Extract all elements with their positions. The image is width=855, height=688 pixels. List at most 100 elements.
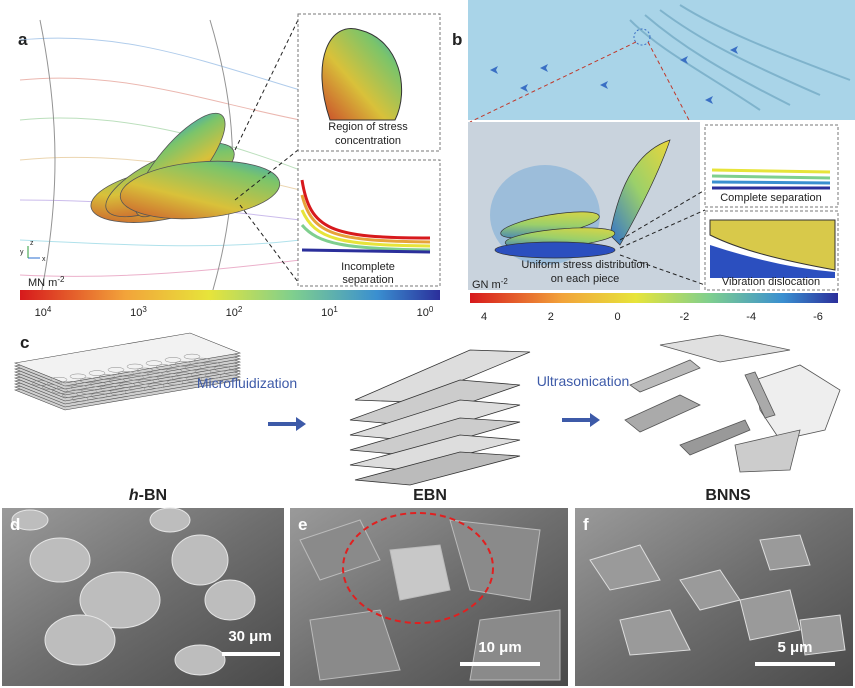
hexagon xyxy=(147,383,165,389)
simulation-image xyxy=(468,0,855,120)
tick-base: 10 xyxy=(35,307,47,319)
colorbar-tick-label: 102 xyxy=(226,305,243,319)
tick-exponent: 3 xyxy=(142,305,147,314)
hexagon xyxy=(128,386,146,392)
colorbar-tick-label: 4 xyxy=(481,311,487,323)
hexagon xyxy=(183,353,201,360)
hexagon xyxy=(146,371,164,378)
colorbar-tick-label: 101 xyxy=(321,305,338,319)
callout: Vibration dislocation xyxy=(722,276,820,288)
hexagon xyxy=(31,380,49,386)
axis-label: y xyxy=(20,249,24,256)
hexagon xyxy=(50,376,68,383)
hexagon xyxy=(99,385,117,392)
callout: Uniform stress distribution xyxy=(521,259,648,271)
tick-exponent: 1 xyxy=(333,305,338,314)
flakes xyxy=(589,534,846,656)
panel-label: e xyxy=(298,515,307,534)
inset-layers xyxy=(709,219,836,271)
particles xyxy=(299,519,561,681)
inset-layers xyxy=(711,168,831,190)
panel-label: f xyxy=(583,515,589,534)
hexagon xyxy=(156,375,174,382)
hbn-stack xyxy=(13,332,242,411)
panel-label: c xyxy=(20,333,29,352)
hexagon xyxy=(98,374,116,380)
unit-sup: -2 xyxy=(57,275,65,284)
colorbar-tick-label: 103 xyxy=(130,305,147,319)
colorbar-tick-label: -4 xyxy=(746,311,756,323)
callout-arrows xyxy=(619,189,706,286)
material-label: BNNS xyxy=(705,487,751,504)
bnns-flakes xyxy=(624,334,841,473)
unit: GN m xyxy=(472,279,501,291)
material-italic: h xyxy=(129,487,139,504)
unit: MN m xyxy=(28,277,57,289)
hexagon xyxy=(203,361,221,368)
process-arrows xyxy=(268,413,600,431)
hexagon xyxy=(223,369,241,376)
unit-sup: -2 xyxy=(501,277,509,286)
callout: Incomplete xyxy=(341,261,395,273)
hexagon xyxy=(185,376,203,382)
panel-label: b xyxy=(452,30,462,49)
tick-base: 10 xyxy=(226,307,238,319)
colorbar-tick-label: 104 xyxy=(35,305,52,319)
process-label: Ultrasonication xyxy=(537,373,630,389)
scale-bar xyxy=(755,662,835,666)
hexagon xyxy=(166,379,184,386)
axis-label: z xyxy=(30,240,34,247)
scale-bar-label: 10 μm xyxy=(478,639,521,656)
hexagon xyxy=(174,361,192,367)
tick-base: 10 xyxy=(417,307,429,319)
callout: separation xyxy=(342,274,393,286)
layer xyxy=(13,332,242,384)
hexagon xyxy=(51,388,69,394)
hexagon xyxy=(184,365,202,371)
focus-circle xyxy=(633,28,651,46)
inset-layers xyxy=(300,179,431,254)
ebn-stack xyxy=(349,349,531,486)
tick-exponent: 4 xyxy=(47,305,52,314)
axis-label: x xyxy=(42,256,46,263)
hexagon xyxy=(175,372,193,378)
scale-bar xyxy=(222,652,280,656)
colorbar-ticks: 104 103 102 101 100 xyxy=(35,305,434,319)
panel-d: d 30 μm xyxy=(2,507,284,686)
hexagon xyxy=(193,357,211,364)
hexagon xyxy=(117,371,135,377)
hexagon xyxy=(80,388,98,395)
hexagon xyxy=(137,379,155,385)
tick-exponent: 2 xyxy=(238,305,243,314)
hexagon xyxy=(213,365,231,372)
panel-label: d xyxy=(10,515,20,534)
colorbar-unit: MN m-2 xyxy=(28,275,65,289)
callout: Region of stress xyxy=(328,121,408,133)
tick-exponent: 0 xyxy=(429,305,434,314)
process-label: Microfluidization xyxy=(197,375,297,391)
material-label: h-BN xyxy=(129,487,167,504)
hexagon xyxy=(79,377,97,384)
markers xyxy=(490,46,738,104)
inset-layers xyxy=(710,245,835,278)
hexagon xyxy=(126,363,144,370)
tick-base: 10 xyxy=(321,307,333,319)
hexagon xyxy=(71,396,89,402)
colorbar-tick-label: 2 xyxy=(548,311,554,323)
highlight-circle xyxy=(342,512,494,624)
colorbar-unit: GN m-2 xyxy=(472,277,508,291)
hexagon xyxy=(145,360,163,366)
scale-bar-label: 5 μm xyxy=(777,639,812,656)
colorbar-tick-label: 0 xyxy=(615,311,621,323)
hexagon xyxy=(60,380,78,387)
colorbar xyxy=(470,293,838,303)
hexagon xyxy=(118,382,136,388)
material-name: -BN xyxy=(139,487,167,504)
hexagon xyxy=(108,378,126,384)
hexagon xyxy=(69,373,87,380)
colorbar-tick-label: -6 xyxy=(813,311,823,323)
callout: Complete separation xyxy=(720,192,822,204)
hexagon xyxy=(107,367,125,373)
callout-arrows xyxy=(234,19,299,283)
hexagon xyxy=(88,370,106,376)
